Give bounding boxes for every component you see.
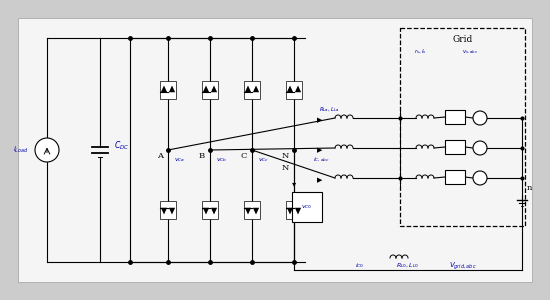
Polygon shape: [245, 208, 251, 214]
Polygon shape: [161, 208, 167, 214]
Circle shape: [473, 111, 487, 125]
Text: $R_{L0},L_{L0}$: $R_{L0},L_{L0}$: [397, 262, 420, 270]
Bar: [445, 110, 465, 124]
Text: $v_{C0}$: $v_{C0}$: [301, 203, 312, 211]
Bar: [202, 81, 218, 99]
Text: $v_{Cc}$: $v_{Cc}$: [258, 156, 269, 164]
Polygon shape: [211, 208, 217, 214]
Text: A: A: [157, 152, 163, 160]
Polygon shape: [169, 208, 175, 214]
Bar: [286, 201, 302, 219]
Text: $C_{DC}$: $C_{DC}$: [114, 140, 129, 152]
Polygon shape: [287, 208, 293, 214]
Text: $i_{Load}$: $i_{Load}$: [13, 145, 29, 155]
Polygon shape: [253, 208, 259, 214]
Bar: [400, 28, 525, 226]
Text: N: N: [282, 152, 289, 160]
Text: B: B: [199, 152, 205, 160]
Bar: [160, 201, 176, 219]
Bar: [244, 81, 260, 99]
Bar: [160, 81, 176, 99]
Text: Grid: Grid: [452, 35, 472, 44]
Polygon shape: [211, 85, 217, 92]
Circle shape: [35, 138, 59, 162]
Polygon shape: [203, 85, 209, 92]
Text: N: N: [282, 164, 289, 172]
Polygon shape: [295, 85, 301, 92]
Text: $\blacktriangleright$: $\blacktriangleright$: [315, 175, 323, 185]
Text: $v_{Ca}$: $v_{Ca}$: [174, 156, 185, 164]
Bar: [445, 170, 465, 184]
Polygon shape: [161, 85, 167, 92]
Bar: [18, 18, 532, 282]
Text: $\blacktriangledown$: $\blacktriangledown$: [291, 181, 297, 189]
Bar: [202, 201, 218, 219]
Text: $\blacktriangleright$: $\blacktriangleright$: [315, 145, 323, 155]
Text: $v_{Cb}$: $v_{Cb}$: [216, 156, 227, 164]
Bar: [292, 192, 322, 222]
Text: $v_{s,abc}$: $v_{s,abc}$: [462, 48, 478, 56]
Text: n: n: [527, 184, 532, 192]
Polygon shape: [169, 85, 175, 92]
Bar: [445, 140, 465, 154]
Text: $i_{C0}$: $i_{C0}$: [355, 262, 365, 271]
Text: C: C: [241, 152, 247, 160]
Text: $\blacktriangleright$: $\blacktriangleright$: [315, 115, 323, 125]
Polygon shape: [253, 85, 259, 92]
Text: $V_{grid,abc}$: $V_{grid,abc}$: [449, 260, 476, 272]
Text: $i_{C,abc}$: $i_{C,abc}$: [313, 156, 330, 164]
Bar: [286, 81, 302, 99]
Circle shape: [473, 141, 487, 155]
Text: $R_{La},L_{La}$: $R_{La},L_{La}$: [319, 106, 340, 114]
Polygon shape: [203, 208, 209, 214]
Polygon shape: [287, 85, 293, 92]
Circle shape: [473, 171, 487, 185]
Polygon shape: [245, 85, 251, 92]
Text: $r_s,l_s$: $r_s,l_s$: [414, 48, 426, 56]
Bar: [244, 201, 260, 219]
Polygon shape: [295, 208, 301, 214]
